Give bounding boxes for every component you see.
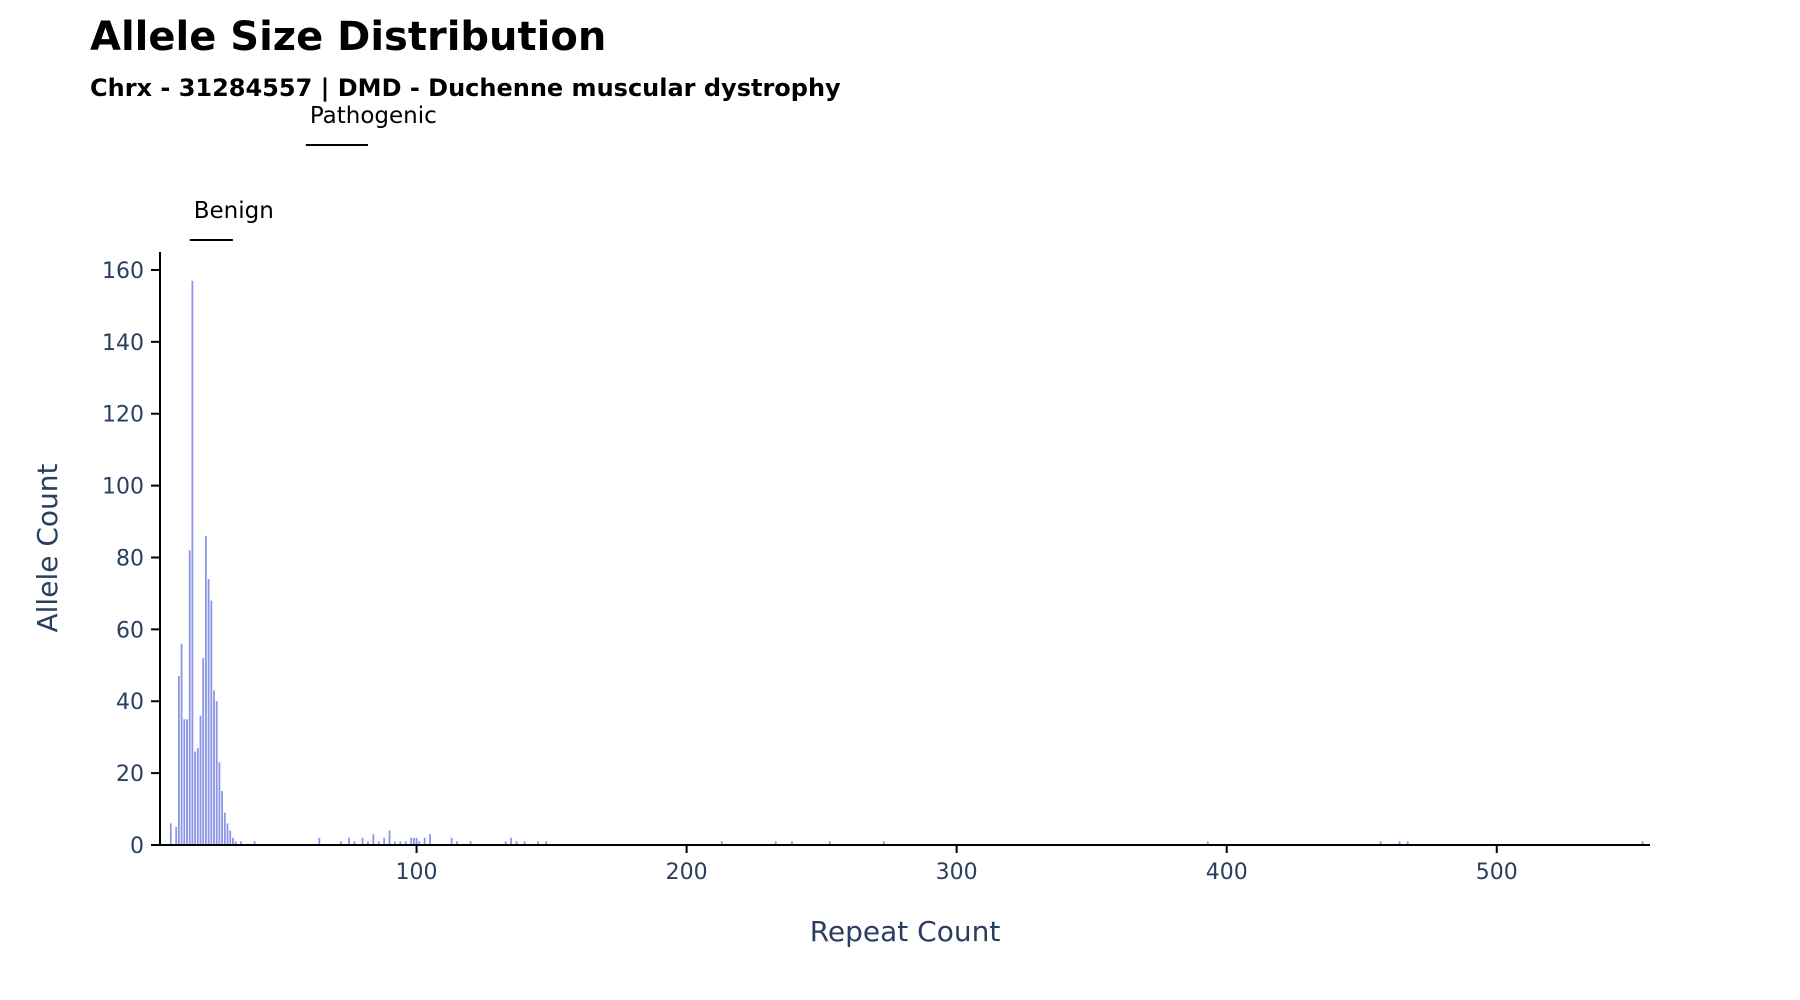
axes bbox=[159, 252, 1650, 846]
bar bbox=[234, 841, 237, 845]
chart-title: Allele Size Distribution bbox=[90, 14, 607, 60]
bar bbox=[207, 579, 210, 845]
bar bbox=[196, 747, 199, 845]
bar bbox=[1206, 841, 1209, 845]
bar bbox=[504, 841, 507, 845]
x-tick-label: 500 bbox=[1476, 860, 1518, 885]
y-tick-label: 0 bbox=[130, 834, 144, 859]
bar bbox=[456, 841, 458, 845]
bar bbox=[537, 841, 539, 845]
bar bbox=[169, 823, 172, 845]
bar bbox=[240, 841, 242, 845]
bar bbox=[221, 791, 224, 845]
bar bbox=[348, 837, 350, 845]
bar bbox=[423, 837, 426, 845]
bar bbox=[545, 841, 548, 845]
bar bbox=[469, 841, 472, 845]
bar bbox=[340, 841, 342, 845]
bar bbox=[205, 535, 207, 845]
bar bbox=[510, 837, 512, 845]
bar bbox=[372, 834, 375, 845]
bar bbox=[229, 830, 232, 845]
bar bbox=[226, 823, 229, 845]
bar bbox=[213, 690, 215, 845]
chart-subtitle: Chrx - 31284557 | DMD - Duchenne muscula… bbox=[90, 74, 841, 102]
bar bbox=[418, 841, 421, 845]
x-tick-label: 100 bbox=[396, 860, 438, 885]
bar bbox=[232, 837, 234, 845]
bar bbox=[210, 600, 213, 845]
bar bbox=[404, 841, 407, 845]
y-tick-label: 160 bbox=[102, 259, 144, 284]
y-tick-label: 40 bbox=[116, 690, 144, 715]
bar bbox=[223, 812, 226, 845]
bar bbox=[450, 837, 453, 845]
bar bbox=[188, 550, 191, 845]
bar bbox=[353, 841, 356, 845]
bar bbox=[202, 658, 205, 845]
bar bbox=[410, 837, 413, 845]
bar bbox=[429, 834, 431, 845]
bar bbox=[1379, 841, 1382, 845]
bar bbox=[218, 762, 221, 845]
bar bbox=[415, 837, 418, 845]
bar bbox=[175, 827, 178, 845]
bar bbox=[523, 841, 526, 845]
y-tick-label: 60 bbox=[116, 618, 144, 643]
range-annotations: Benign Pathogenic bbox=[189, 103, 437, 241]
bar bbox=[383, 837, 386, 845]
x-axis-title: Repeat Count bbox=[810, 915, 1001, 948]
range-label-pathogenic: Pathogenic bbox=[310, 103, 437, 129]
bar bbox=[194, 751, 197, 845]
bar bbox=[318, 837, 321, 845]
bar bbox=[215, 701, 218, 845]
bar bbox=[178, 676, 180, 845]
bar bbox=[186, 719, 188, 845]
ticks: 100 200 300 400 500 0 20 40 60 80 100 120 140 160 bbox=[102, 259, 1518, 885]
bar bbox=[183, 719, 186, 845]
x-tick-label: 200 bbox=[666, 860, 708, 885]
bar bbox=[394, 841, 396, 845]
y-tick-label: 100 bbox=[102, 475, 144, 500]
bar bbox=[1398, 841, 1401, 845]
y-tick-label: 80 bbox=[116, 546, 144, 571]
y-tick-label: 20 bbox=[116, 762, 144, 787]
bar bbox=[774, 841, 777, 845]
bar bbox=[199, 715, 202, 845]
bar bbox=[399, 841, 402, 845]
bar bbox=[388, 830, 391, 845]
range-label-benign: Benign bbox=[194, 198, 274, 224]
bar bbox=[191, 280, 194, 845]
y-tick-label: 120 bbox=[102, 403, 144, 428]
bar bbox=[253, 841, 256, 845]
x-tick-label: 300 bbox=[936, 860, 978, 885]
bar bbox=[412, 837, 415, 845]
bar bbox=[791, 841, 793, 845]
bar bbox=[1641, 841, 1644, 845]
bar bbox=[180, 643, 183, 845]
bar bbox=[367, 841, 369, 845]
bar bbox=[882, 841, 885, 845]
bar bbox=[1406, 841, 1409, 845]
bar bbox=[515, 841, 518, 845]
bars bbox=[169, 280, 1644, 845]
bar bbox=[828, 841, 831, 845]
bar bbox=[361, 837, 364, 845]
bar bbox=[377, 841, 380, 845]
y-axis-title: Allele Count bbox=[31, 463, 64, 632]
y-tick-label: 140 bbox=[102, 331, 144, 356]
bar bbox=[720, 841, 723, 845]
x-tick-label: 400 bbox=[1206, 860, 1248, 885]
